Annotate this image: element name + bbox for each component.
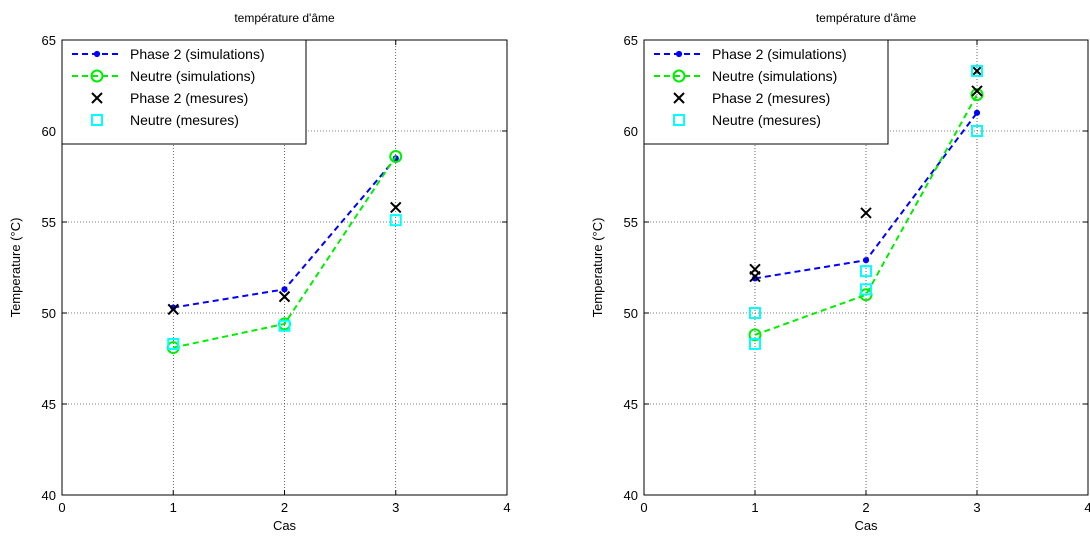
x-tick-label: 4 xyxy=(503,500,510,515)
legend-label: Phase 2 (simulations) xyxy=(130,46,265,62)
legend-swatch-marker xyxy=(673,92,685,104)
y-axis-label: Temperature (°C) xyxy=(8,218,23,318)
y-tick-label: 40 xyxy=(42,488,56,503)
data-point xyxy=(389,149,403,163)
legend-swatch-marker xyxy=(90,69,104,83)
data-point xyxy=(973,109,981,116)
legend-label: Phase 2 (mesures) xyxy=(130,90,248,106)
legend-label: Neutre (mesures) xyxy=(712,112,821,128)
y-tick-label: 55 xyxy=(624,215,638,230)
legend-item: Phase 2 (mesures) xyxy=(673,90,830,106)
legend-item: Phase 2 (simulations) xyxy=(654,46,847,62)
legend-swatch-marker xyxy=(673,114,685,126)
legend-box xyxy=(643,39,889,145)
data-point xyxy=(281,286,288,293)
data-point xyxy=(748,328,762,342)
data-point xyxy=(862,257,870,264)
data-point xyxy=(971,125,983,137)
x-tick-label: 3 xyxy=(392,500,399,515)
series-3 xyxy=(749,64,983,350)
y-tick-label: 50 xyxy=(42,306,56,321)
legend-label: Phase 2 (mesures) xyxy=(712,90,830,106)
x-axis-label: Cas xyxy=(273,518,297,533)
x-tick-label: 4 xyxy=(1084,500,1090,515)
data-point xyxy=(749,270,761,283)
data-point xyxy=(971,64,983,77)
x-tick-label: 3 xyxy=(973,500,980,515)
chart-title: température d'âme xyxy=(816,11,917,25)
x-axis-label: Cas xyxy=(854,518,878,533)
y-tick-label: 60 xyxy=(42,124,56,139)
y-tick-label: 60 xyxy=(624,124,638,139)
data-point xyxy=(749,337,761,350)
right-chart: 0 1 2 3 4 40 45 50 55 60 65 température d'âme Cas Tem… xyxy=(590,11,1090,533)
y-tick-label: 45 xyxy=(42,397,56,412)
left-chart: 0 1 2 3 4 40 45 50 55 60 65 température d'âme Cas Tem… xyxy=(8,11,511,533)
data-point xyxy=(860,207,872,219)
series-2 xyxy=(167,201,402,316)
legend-item: Phase 2 (simulations) xyxy=(72,46,265,62)
y-tick-label: 40 xyxy=(624,488,638,503)
data-point xyxy=(167,337,180,350)
x-tick-label: 1 xyxy=(751,500,758,515)
chart-title: température d'âme xyxy=(234,11,335,25)
legend: Phase 2 (simulations) Neutre (simulations… xyxy=(61,39,307,145)
y-tick-label: 65 xyxy=(42,33,56,48)
legend-item: Neutre (simulations) xyxy=(654,68,837,84)
legend-label: Phase 2 (simulations) xyxy=(712,46,847,62)
legend-item: Neutre (simulations) xyxy=(72,68,255,84)
series-1 xyxy=(748,88,984,342)
x-tick-label: 1 xyxy=(170,500,177,515)
data-point xyxy=(971,65,983,77)
legend-label: Neutre (simulations) xyxy=(712,68,837,84)
legend-swatch-marker xyxy=(91,114,103,126)
legend-box xyxy=(61,39,307,145)
legend-item: Neutre (mesures) xyxy=(91,112,239,128)
data-point xyxy=(278,290,291,303)
y-axis-label: Temperature (°C) xyxy=(590,218,605,318)
series-line xyxy=(173,155,397,349)
legend-item: Phase 2 (mesures) xyxy=(91,90,248,106)
series-2 xyxy=(749,65,983,283)
data-point xyxy=(749,307,761,319)
series-3 xyxy=(167,214,402,350)
legend-label: Neutre (simulations) xyxy=(130,68,255,84)
legend-label: Neutre (mesures) xyxy=(130,112,239,128)
x-tick-label: 2 xyxy=(281,500,288,515)
data-point xyxy=(860,283,872,296)
data-point xyxy=(389,214,402,227)
legend-item: Neutre (mesures) xyxy=(673,112,821,128)
legend-swatch-marker xyxy=(672,69,686,83)
data-point xyxy=(970,88,984,102)
x-tick-label: 0 xyxy=(58,500,65,515)
data-point xyxy=(390,201,402,214)
data-point xyxy=(278,319,291,332)
legend-swatch-marker xyxy=(93,50,101,58)
x-tick-label: 0 xyxy=(640,500,647,515)
data-point xyxy=(860,265,872,278)
y-tick-label: 55 xyxy=(42,215,56,230)
x-tick-label: 2 xyxy=(862,500,869,515)
y-tick-label: 65 xyxy=(624,33,638,48)
y-tick-label: 45 xyxy=(624,397,638,412)
legend: Phase 2 (simulations) Neutre (simulations… xyxy=(643,39,889,145)
legend-swatch-marker xyxy=(675,50,683,58)
legend-swatch-marker xyxy=(91,92,103,104)
y-tick-label: 50 xyxy=(624,306,638,321)
data-point xyxy=(167,303,179,316)
series-line xyxy=(754,94,978,336)
data-point xyxy=(971,85,983,97)
